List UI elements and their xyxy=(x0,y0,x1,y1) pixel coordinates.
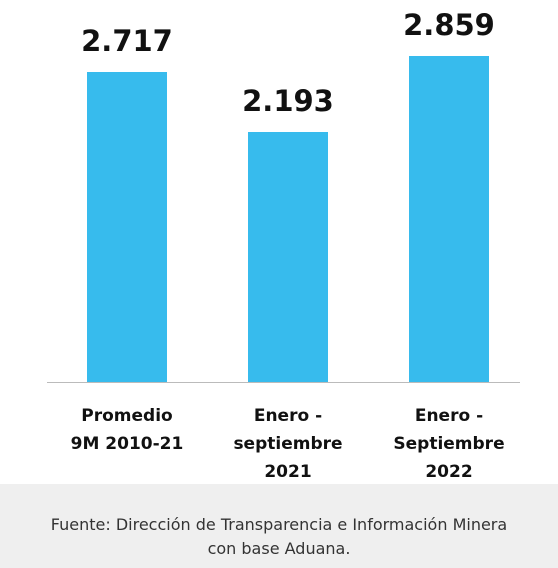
source-note: Fuente: Dirección de Transparencia e Inf… xyxy=(50,515,508,558)
value-label: 2.859 xyxy=(403,7,495,42)
footer xyxy=(0,484,558,568)
value-label: 2.717 xyxy=(81,23,173,58)
x-tick-label: Enero - Septiembre 2022 xyxy=(393,406,505,482)
value-label: 2.193 xyxy=(242,83,334,118)
bar xyxy=(87,71,167,382)
bar xyxy=(248,131,328,382)
x-tick-label: Promedio 9M 2010-21 xyxy=(70,406,184,454)
bar xyxy=(409,55,489,382)
x-tick-label: Enero - septiembre 2021 xyxy=(233,406,343,482)
baseline xyxy=(47,382,520,383)
